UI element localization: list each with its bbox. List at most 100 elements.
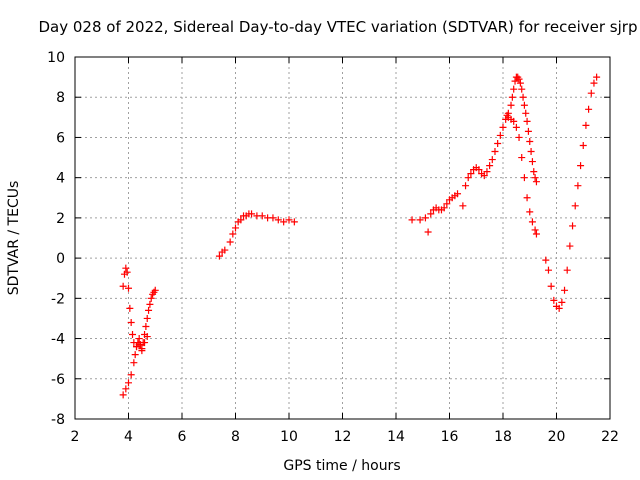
- data-point: [122, 385, 130, 393]
- data-point: [126, 304, 134, 312]
- data-point: [135, 335, 143, 343]
- data-point: [408, 216, 416, 224]
- data-point: [550, 296, 558, 304]
- data-point: [440, 204, 448, 212]
- x-tick-label: 20: [548, 429, 566, 445]
- data-point: [528, 158, 536, 166]
- y-axis: -8 -6 -4 -2 0 2 4 6 8 10: [47, 50, 610, 428]
- data-point: [510, 85, 518, 93]
- data-point: [523, 117, 531, 125]
- x-tick-label: 10: [280, 429, 298, 445]
- data-point: [125, 284, 132, 292]
- data-point: [443, 200, 451, 208]
- y-tick-label: -8: [51, 412, 65, 428]
- data-point: [532, 230, 540, 238]
- y-tick-label: 6: [56, 130, 65, 146]
- data-point: [143, 314, 151, 322]
- data-point: [574, 182, 582, 190]
- data-point: [526, 208, 534, 216]
- data-point: [475, 166, 483, 174]
- data-point: [232, 224, 239, 232]
- data-point: [119, 282, 127, 290]
- data-point: [146, 300, 154, 308]
- data-point: [229, 230, 237, 238]
- data-point: [129, 331, 137, 339]
- y-tick-label: 2: [56, 211, 65, 227]
- data-point: [515, 75, 523, 83]
- data-point: [579, 141, 587, 149]
- y-tick-label: -2: [51, 291, 65, 307]
- data-point: [582, 121, 590, 129]
- data-point: [527, 148, 535, 156]
- data-point: [587, 89, 595, 97]
- data-point: [130, 359, 138, 367]
- x-tick-label: 22: [601, 429, 619, 445]
- y-tick-label: 10: [47, 50, 65, 66]
- data-point: [454, 190, 462, 198]
- data-point: [558, 298, 566, 306]
- data-point: [125, 379, 132, 387]
- data-point: [569, 222, 577, 230]
- data-point: [119, 391, 127, 399]
- data-point: [467, 170, 475, 178]
- data-point: [522, 109, 530, 117]
- data-point: [544, 266, 552, 274]
- data-point: [122, 264, 130, 272]
- data-point: [143, 333, 151, 341]
- data-point: [486, 162, 494, 170]
- data-point: [147, 294, 155, 302]
- data-point: [488, 156, 496, 164]
- data-point: [127, 318, 135, 326]
- data-point: [248, 210, 256, 218]
- x-axis-label: GPS time / hours: [283, 458, 400, 474]
- x-tick-label: 16: [441, 429, 459, 445]
- data-point: [496, 131, 504, 139]
- y-tick-label: -6: [51, 372, 65, 388]
- data-point: [427, 210, 435, 218]
- data-point: [520, 101, 528, 109]
- x-tick-label: 18: [494, 429, 512, 445]
- data-point: [416, 216, 424, 224]
- y-axis-label: SDTVAR / TECUs: [6, 181, 22, 296]
- data-point: [494, 139, 502, 147]
- x-tick-label: 12: [334, 429, 352, 445]
- data-point: [274, 216, 282, 224]
- data-point: [508, 93, 516, 101]
- data-point: [555, 304, 563, 312]
- data-point: [547, 282, 555, 290]
- x-tick-label: 14: [387, 429, 405, 445]
- x-axis: 2 4 6 8 10 12 14 16 18 20 22: [71, 57, 619, 445]
- data-point: [516, 79, 524, 87]
- data-point: [507, 101, 515, 109]
- data-point: [571, 202, 579, 210]
- data-point: [123, 268, 131, 276]
- data-point: [226, 238, 234, 246]
- data-point: [424, 228, 432, 236]
- data-point: [237, 216, 245, 224]
- data-point: [145, 306, 153, 314]
- x-tick-label: 8: [231, 429, 240, 445]
- chart-title: Day 028 of 2022, Sidereal Day-to-day VTE…: [39, 18, 638, 36]
- data-point: [135, 341, 143, 349]
- y-tick-label: 0: [56, 251, 65, 267]
- y-tick-label: 8: [56, 90, 65, 106]
- data-point: [563, 266, 571, 274]
- data-point: [531, 226, 539, 234]
- data-point: [290, 218, 298, 226]
- data-point: [131, 351, 139, 359]
- data-point: [459, 202, 467, 210]
- data-point: [151, 286, 159, 294]
- data-point: [531, 174, 539, 182]
- data-point: [519, 93, 527, 101]
- data-point: [221, 246, 229, 254]
- data-point: [510, 117, 518, 125]
- data-points: [119, 73, 601, 399]
- grid: [75, 57, 610, 419]
- data-point: [530, 168, 538, 176]
- x-tick-label: 2: [71, 429, 80, 445]
- data-point: [515, 133, 523, 141]
- data-point: [215, 252, 223, 260]
- data-point: [512, 123, 520, 131]
- data-point: [142, 322, 150, 330]
